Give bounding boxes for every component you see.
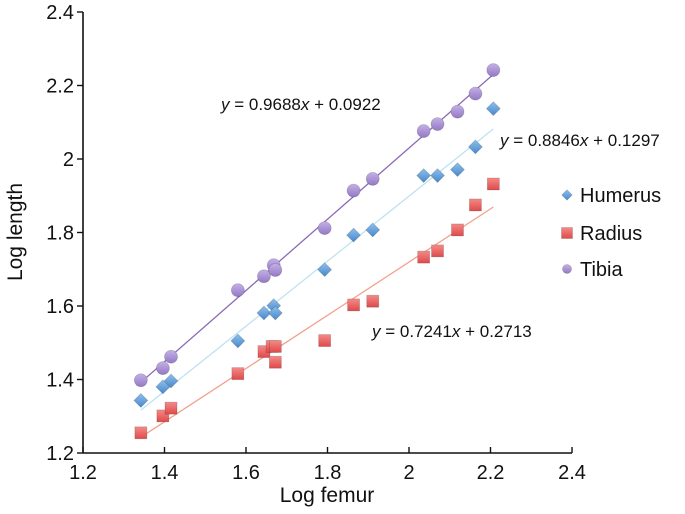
equation-part: + 0.0922 bbox=[309, 95, 380, 114]
data-point-humerus bbox=[467, 139, 483, 155]
equation-part: = 0.8846 bbox=[509, 131, 580, 150]
data-point-radius bbox=[417, 250, 431, 264]
equation-part: y bbox=[220, 95, 231, 114]
data-point-tibia bbox=[268, 263, 283, 277]
legend-label: Tibia bbox=[580, 259, 623, 281]
data-points bbox=[133, 63, 501, 440]
data-point-radius bbox=[164, 401, 178, 415]
equation-part: = 0.9688 bbox=[230, 95, 301, 114]
y-tick-label: 2.2 bbox=[46, 76, 74, 98]
data-point-radius bbox=[451, 223, 464, 237]
trendline-equation-tibia: y = 0.9688x + 0.0922 bbox=[220, 95, 381, 114]
equation-part: y bbox=[371, 322, 382, 341]
data-point-humerus bbox=[133, 392, 149, 408]
data-point-radius bbox=[431, 244, 444, 258]
y-tick-label: 1.2 bbox=[46, 443, 74, 465]
data-point-humerus bbox=[256, 305, 272, 321]
x-tick-label: 1.8 bbox=[314, 462, 342, 484]
equation-part: x bbox=[579, 131, 589, 150]
legend-label: Humerus bbox=[580, 185, 661, 207]
equation-part: x bbox=[300, 95, 310, 114]
data-point-humerus bbox=[317, 262, 333, 278]
data-point-tibia bbox=[155, 361, 170, 376]
legend: Humerus Radius Tibia bbox=[561, 185, 661, 281]
data-point-humerus bbox=[365, 222, 381, 238]
equation-part: + 0.1297 bbox=[588, 131, 659, 150]
data-point-humerus bbox=[346, 227, 362, 243]
x-tick-label: 1.6 bbox=[232, 462, 260, 484]
x-tick-label: 1.2 bbox=[69, 462, 97, 484]
data-point-humerus bbox=[267, 305, 283, 321]
x-tick-label: 2.4 bbox=[558, 462, 586, 484]
data-point-tibia bbox=[257, 269, 271, 284]
data-point-tibia bbox=[430, 117, 445, 131]
data-point-tibia bbox=[486, 63, 501, 77]
legend-item-tibia: Tibia bbox=[562, 259, 623, 281]
data-point-humerus bbox=[163, 373, 179, 389]
y-tick-label: 1.4 bbox=[46, 370, 74, 392]
y-tick-label: 1.8 bbox=[46, 223, 74, 245]
y-tick-label: 2 bbox=[63, 149, 74, 171]
data-point-tibia bbox=[416, 124, 431, 138]
data-point-tibia bbox=[133, 373, 148, 388]
data-point-tibia bbox=[365, 171, 380, 186]
data-point-humerus bbox=[430, 168, 445, 184]
data-point-radius bbox=[268, 355, 282, 369]
data-point-radius bbox=[134, 426, 148, 440]
x-tick-label: 2 bbox=[403, 462, 414, 484]
x-tick-label: 1.4 bbox=[151, 462, 179, 484]
data-point-humerus bbox=[230, 333, 246, 349]
data-point-radius bbox=[366, 294, 380, 308]
legend-marker-square-icon bbox=[561, 227, 573, 239]
equation-part: y bbox=[499, 131, 510, 150]
legend-marker-diamond-icon bbox=[561, 189, 573, 201]
data-point-radius bbox=[347, 298, 360, 312]
equation-part: + 0.2713 bbox=[460, 322, 531, 341]
data-point-radius bbox=[469, 198, 482, 212]
y-axis-title: Log length bbox=[4, 183, 27, 281]
data-point-tibia bbox=[450, 104, 465, 119]
equation-part: x bbox=[451, 322, 461, 341]
data-point-tibia bbox=[164, 349, 178, 364]
data-point-radius bbox=[486, 177, 500, 191]
equation-part: = 0.7241 bbox=[381, 322, 452, 341]
trendline-equation-humerus: y = 0.8846x + 0.1297 bbox=[499, 131, 660, 150]
legend-label: Radius bbox=[580, 223, 642, 245]
x-tick-label: 2.2 bbox=[477, 462, 505, 484]
data-point-tibia bbox=[230, 283, 245, 298]
y-tick-label: 2.4 bbox=[46, 2, 74, 24]
data-point-humerus bbox=[155, 379, 171, 395]
data-point-tibia bbox=[317, 221, 332, 235]
legend-item-humerus: Humerus bbox=[561, 185, 661, 207]
data-point-radius bbox=[318, 334, 332, 347]
data-point-humerus bbox=[450, 162, 465, 178]
data-point-tibia bbox=[468, 86, 483, 101]
data-point-radius bbox=[268, 340, 282, 353]
y-tick-label: 1.6 bbox=[46, 296, 74, 318]
data-point-radius bbox=[231, 367, 245, 381]
data-point-humerus bbox=[485, 101, 501, 117]
legend-marker-circle-icon bbox=[562, 264, 572, 274]
data-point-humerus bbox=[416, 168, 432, 184]
x-axis-title: Log femur bbox=[280, 484, 375, 507]
legend-item-radius: Radius bbox=[561, 223, 642, 245]
axes: 1.2 1.4 1.6 1.8 2 2.2 2.4 1.2 1.4 1.6 1.8 2 2.2 2.4 bbox=[46, 2, 586, 484]
trendline-equation-radius: y = 0.7241x + 0.2713 bbox=[371, 322, 532, 341]
data-point-tibia bbox=[346, 183, 361, 198]
